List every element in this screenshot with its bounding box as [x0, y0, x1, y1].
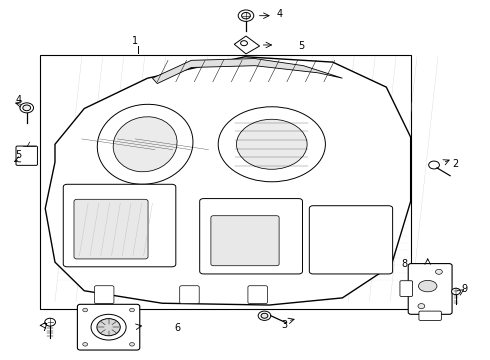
Circle shape	[436, 269, 442, 274]
Text: 2: 2	[452, 159, 458, 169]
Circle shape	[242, 13, 250, 19]
FancyBboxPatch shape	[211, 216, 279, 266]
Circle shape	[129, 342, 134, 346]
Ellipse shape	[418, 280, 437, 292]
Text: 3: 3	[282, 320, 288, 330]
Text: 5: 5	[15, 150, 22, 160]
FancyBboxPatch shape	[16, 146, 37, 165]
Circle shape	[129, 308, 134, 312]
Circle shape	[418, 303, 425, 309]
Ellipse shape	[98, 104, 193, 184]
Text: 4: 4	[277, 9, 283, 19]
Circle shape	[45, 318, 55, 326]
Circle shape	[97, 319, 120, 336]
Bar	[40, 55, 411, 309]
Polygon shape	[234, 36, 260, 54]
FancyBboxPatch shape	[180, 286, 199, 303]
FancyBboxPatch shape	[63, 184, 176, 267]
Text: 6: 6	[174, 323, 180, 333]
FancyBboxPatch shape	[309, 206, 392, 274]
Text: 8: 8	[401, 259, 407, 269]
Circle shape	[91, 314, 126, 340]
FancyBboxPatch shape	[74, 199, 148, 259]
FancyBboxPatch shape	[77, 304, 140, 350]
Circle shape	[23, 105, 30, 111]
Circle shape	[83, 342, 88, 346]
FancyBboxPatch shape	[248, 286, 268, 303]
FancyBboxPatch shape	[95, 286, 114, 303]
FancyBboxPatch shape	[200, 199, 302, 274]
Circle shape	[238, 10, 254, 21]
FancyBboxPatch shape	[419, 311, 441, 320]
FancyBboxPatch shape	[400, 281, 413, 296]
Circle shape	[429, 161, 440, 169]
Circle shape	[241, 41, 247, 46]
Text: 7: 7	[42, 323, 48, 333]
Ellipse shape	[237, 119, 307, 169]
Text: 5: 5	[298, 41, 305, 51]
Circle shape	[452, 288, 460, 295]
Polygon shape	[152, 59, 343, 84]
FancyBboxPatch shape	[408, 264, 452, 314]
Text: 9: 9	[462, 284, 468, 294]
Ellipse shape	[113, 117, 177, 172]
Text: 1: 1	[132, 36, 139, 46]
Circle shape	[258, 311, 271, 320]
Circle shape	[83, 308, 88, 312]
Circle shape	[261, 313, 268, 318]
Ellipse shape	[218, 107, 325, 182]
Text: 4: 4	[15, 95, 22, 105]
Circle shape	[20, 103, 33, 113]
Polygon shape	[45, 57, 411, 305]
